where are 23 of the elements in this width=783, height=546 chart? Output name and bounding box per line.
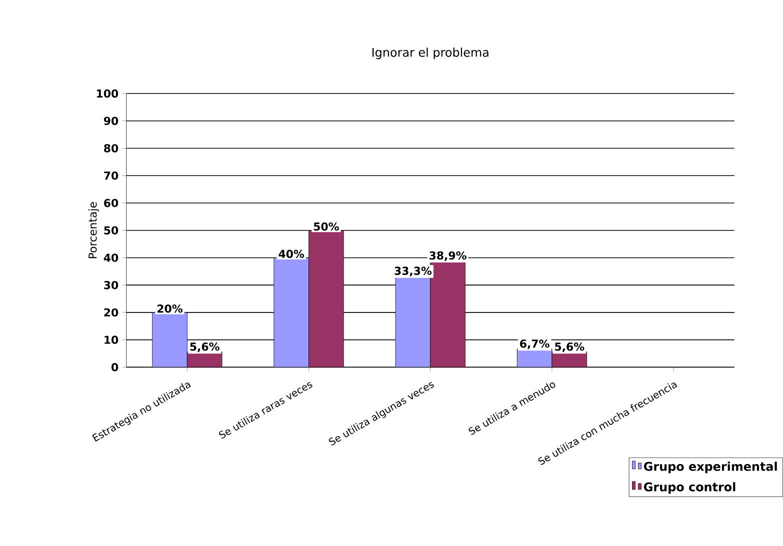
- data-label: 50%: [314, 222, 339, 231]
- y-tick-label: 100: [97, 89, 118, 98]
- data-label: 5,6%: [190, 342, 220, 352]
- y-tick-label: 0: [112, 362, 118, 372]
- data-label: 40%: [278, 250, 304, 258]
- y-tick-label: 60: [104, 198, 118, 207]
- y-tick-label: 70: [104, 171, 118, 180]
- y-tick-label: 10: [104, 336, 118, 344]
- data-label: 33,3%: [394, 266, 432, 276]
- y-tick-label: 80: [104, 144, 118, 152]
- y-tick-label: 40: [104, 253, 118, 262]
- y-tick-label: 90: [104, 116, 118, 125]
- chart-title: Ignorar el problema: [372, 47, 488, 60]
- data-label: 38,9%: [430, 251, 466, 261]
- data-label: 6,7%: [520, 339, 550, 349]
- y-tick-label: 30: [104, 280, 118, 290]
- legend-label: Grupo experimental: [644, 462, 777, 474]
- y-axis-title: Porcentaje: [88, 202, 99, 258]
- y-tick-label: 50: [104, 226, 118, 234]
- data-label: 5,6%: [555, 342, 584, 352]
- y-tick-label: 20: [104, 308, 118, 316]
- data-label: 20%: [158, 304, 183, 313]
- legend-label: Grupo control: [644, 482, 736, 494]
